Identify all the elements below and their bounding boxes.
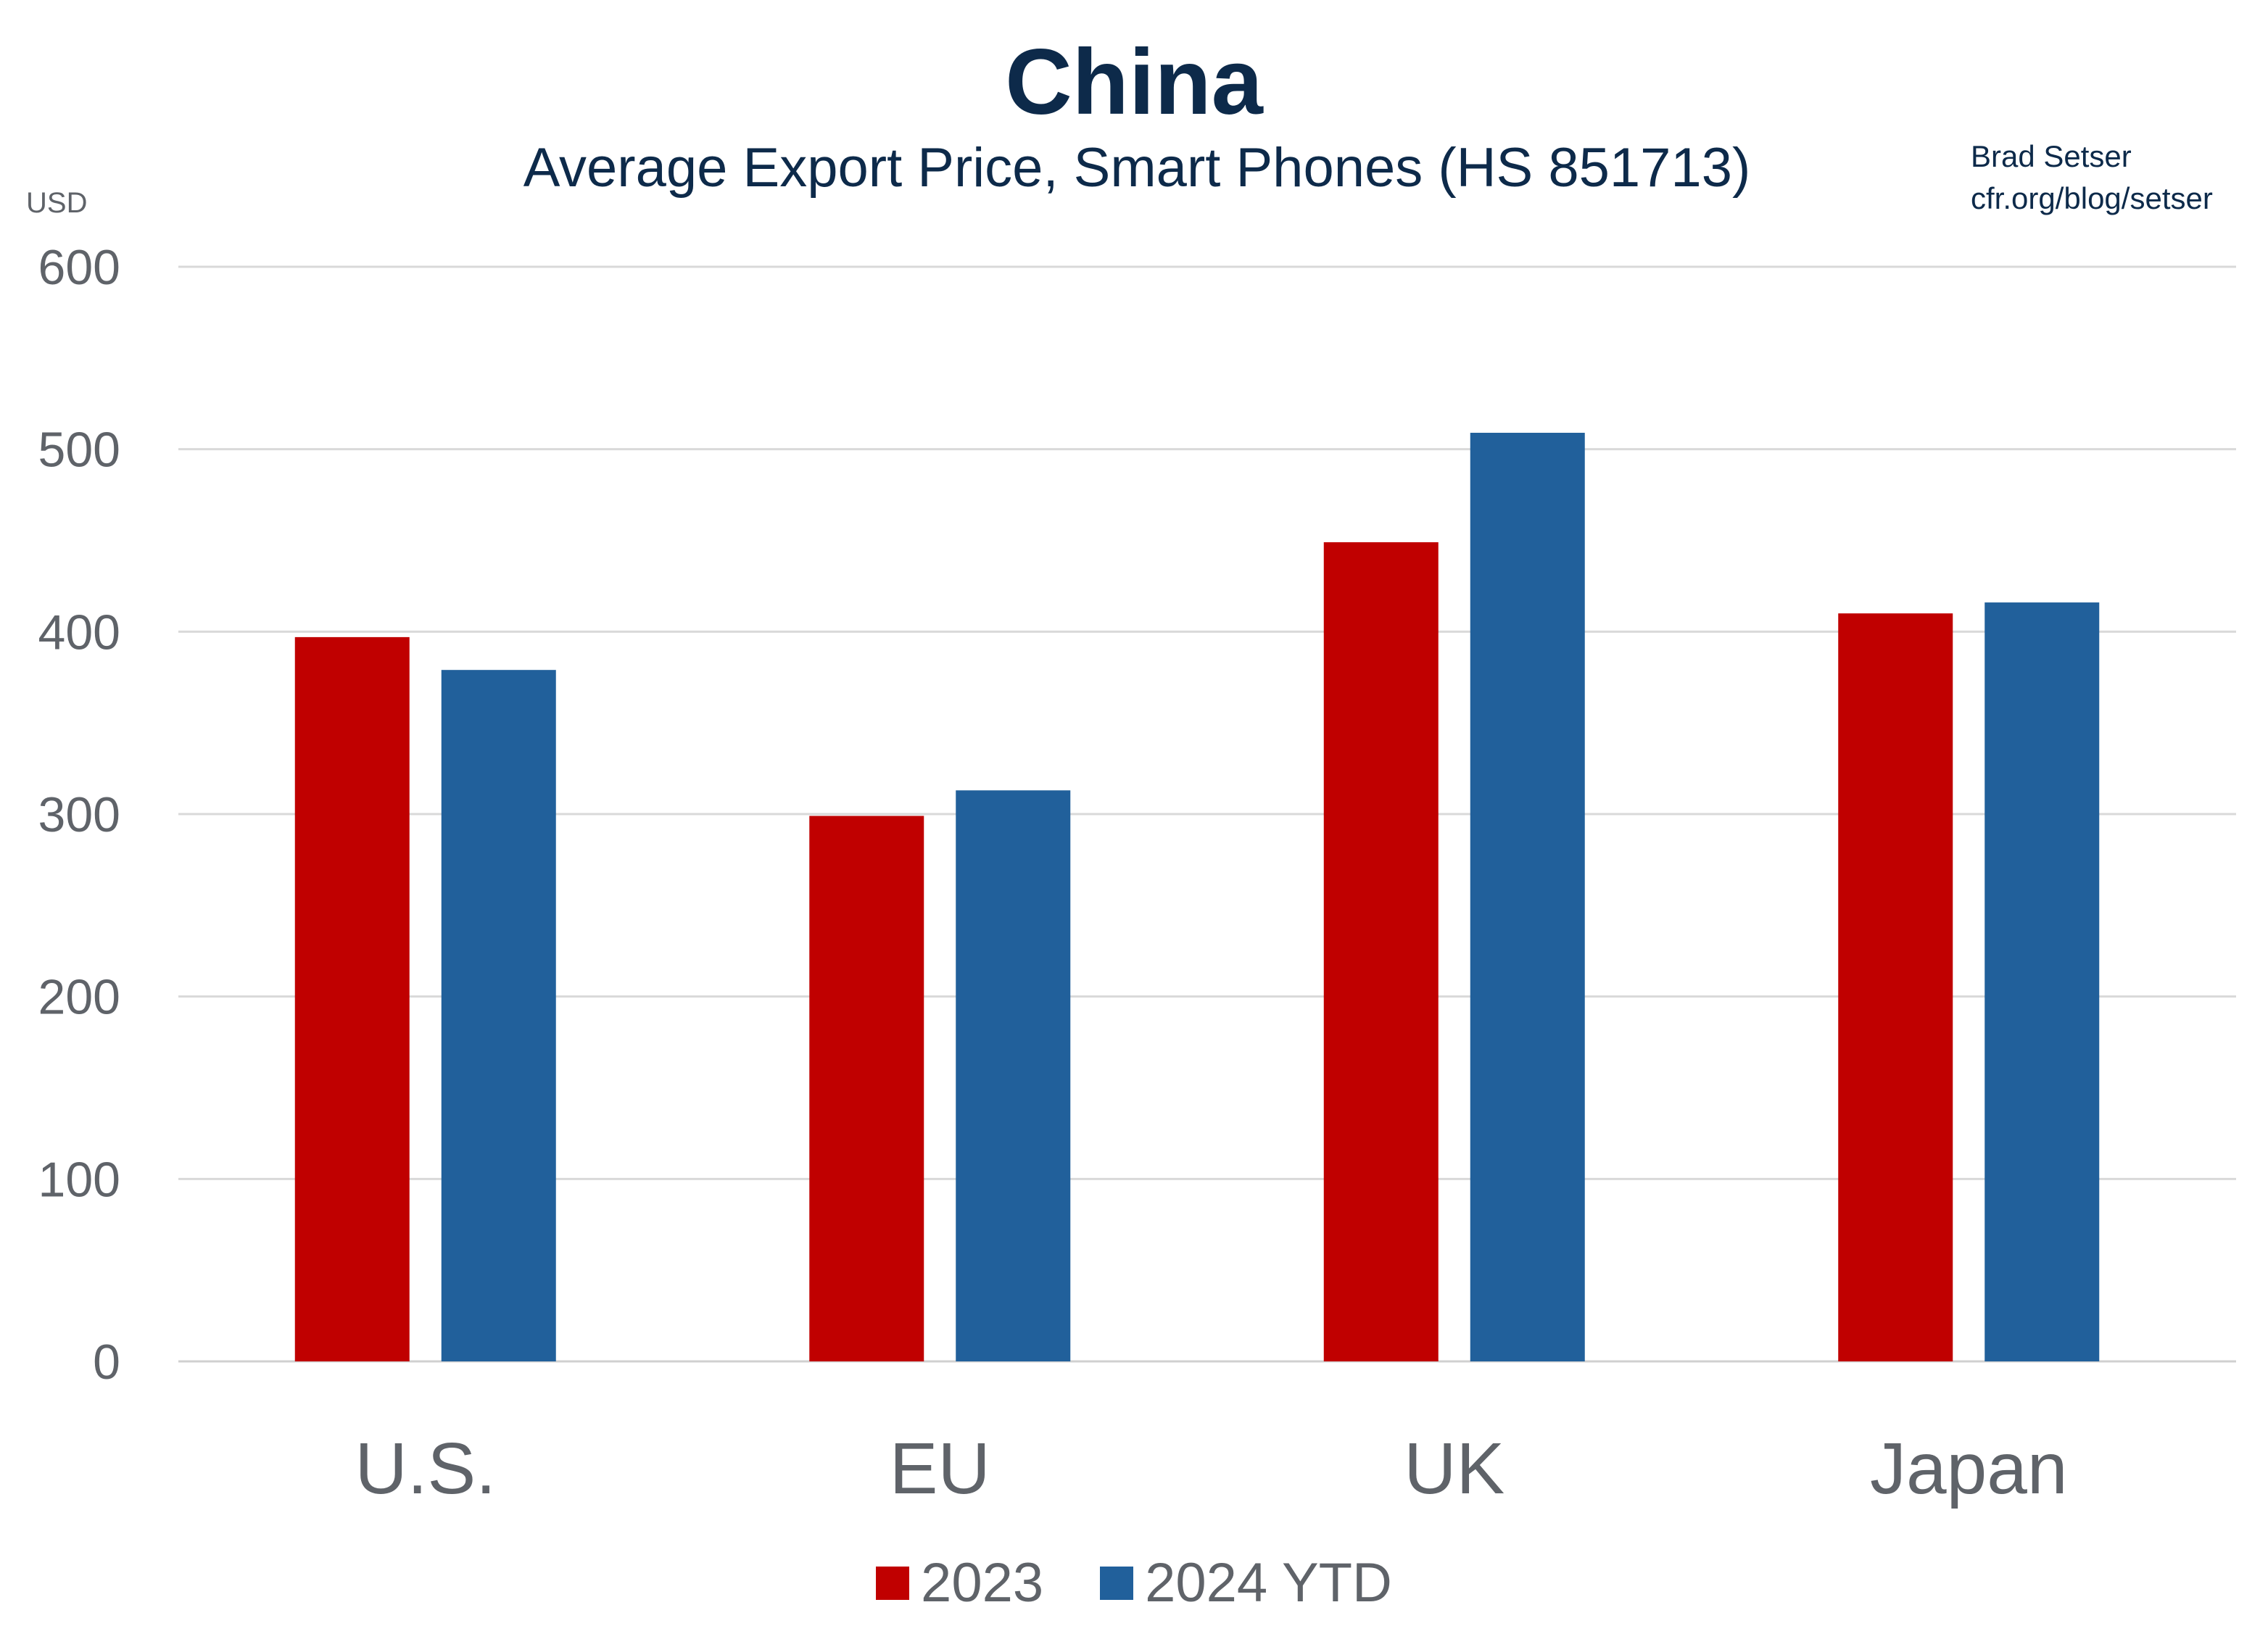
bar-uk-2023 [1323, 542, 1439, 1362]
y-axis-unit: USD [26, 187, 88, 219]
chart-title: China [1005, 30, 1263, 134]
bar-us-2024-ytd [441, 670, 556, 1361]
legend-item-2024-ytd: 2024 YTD [1100, 1551, 1392, 1614]
x-category-label: U.S. [355, 1428, 496, 1509]
bar-eu-2024-ytd [956, 790, 1071, 1361]
credit-url: cfr.org/blog/setser [1971, 181, 2213, 215]
chart-subtitle: Average Export Price, Smart Phones (HS 8… [523, 137, 1751, 199]
credit-author: Brad Setser [1971, 139, 2132, 173]
legend: 2023 2024 YTD [0, 1551, 2268, 1614]
y-tick-label: 600 [38, 240, 120, 295]
legend-item-2023: 2023 [876, 1551, 1043, 1614]
y-tick-label: 300 [38, 787, 120, 842]
bar-uk-2024-ytd [1470, 433, 1585, 1362]
y-tick-label: 500 [38, 423, 120, 478]
legend-swatch [876, 1566, 910, 1600]
x-category-label: EU [890, 1428, 990, 1509]
y-tick-label: 0 [93, 1335, 120, 1390]
bar-japan-2023 [1838, 613, 1953, 1361]
y-tick-label: 400 [38, 605, 120, 660]
legend-swatch [1100, 1566, 1134, 1600]
y-tick-label: 200 [38, 970, 120, 1025]
y-tick-label: 100 [38, 1152, 120, 1207]
legend-label: 2023 [921, 1552, 1044, 1614]
legend-label: 2024 YTD [1145, 1552, 1392, 1614]
bar-eu-2023 [809, 816, 924, 1361]
x-category-label: Japan [1870, 1428, 2067, 1509]
bar-us-2023 [294, 636, 410, 1361]
x-category-label: UK [1404, 1428, 1505, 1509]
bar-japan-2024-ytd [1984, 602, 2100, 1361]
